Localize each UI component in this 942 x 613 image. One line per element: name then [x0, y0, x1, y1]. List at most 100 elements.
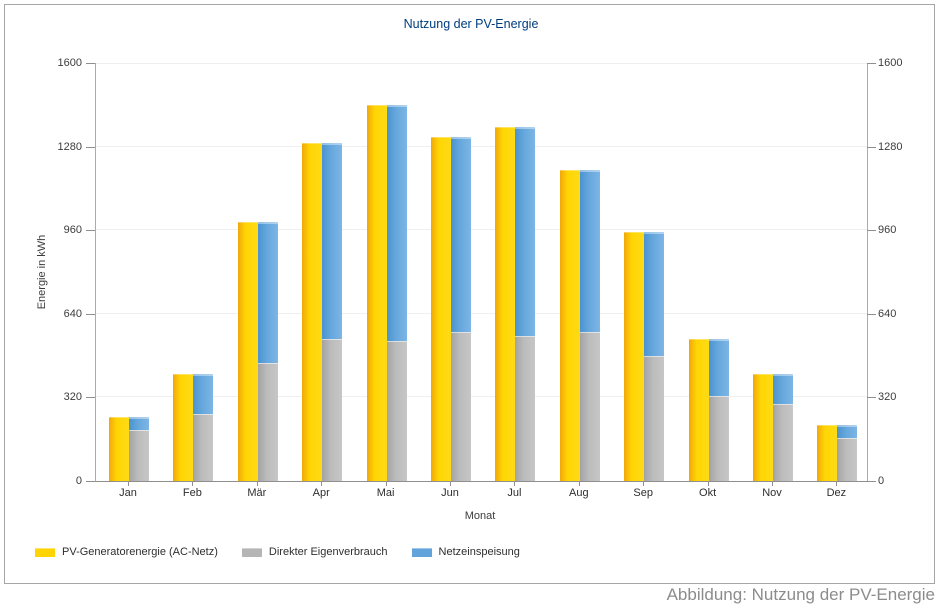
- y-tick-label-left: 320: [63, 391, 82, 404]
- x-tick-aug: [578, 482, 580, 486]
- x-tick-label-aug: Aug: [569, 487, 589, 499]
- bar-pv-generator-apr: [302, 142, 323, 481]
- bar-netzeinspeisung-okt: [708, 338, 729, 397]
- legend-label-2: Netzeinspeisung: [438, 546, 520, 558]
- bar-pv-generator-jan: [109, 417, 129, 481]
- bar-pv-generator-dez: [817, 424, 838, 481]
- bar-eigenverbrauch-feb: [193, 414, 214, 481]
- bar-netzeinspeisung-nov: [773, 373, 793, 404]
- gridline-640: [96, 312, 867, 314]
- y-tick-label-right: 960: [878, 224, 897, 237]
- x-tick-dez: [836, 482, 838, 486]
- legend-swatch-0: [35, 547, 55, 557]
- y-tick-right: [867, 230, 876, 232]
- bar-pv-generator-sep: [624, 231, 645, 481]
- bar-netzeinspeisung-dez: [837, 424, 858, 438]
- bar-netzeinspeisung-jul: [515, 127, 536, 337]
- bar-pv-generator-jun: [431, 137, 451, 481]
- bar-netzeinspeisung-sep: [644, 231, 665, 356]
- x-tick-label-sep: Sep: [633, 487, 653, 499]
- x-tick-label-jan: Jan: [119, 487, 137, 499]
- bar-eigenverbrauch-mär: [257, 363, 278, 481]
- x-tick-label-dez: Dez: [826, 487, 847, 499]
- y-tick-label-right: 1280: [878, 140, 903, 153]
- bar-netzeinspeisung-apr: [322, 142, 343, 339]
- bar-eigenverbrauch-mai: [386, 341, 407, 481]
- legend-label-1: Direkter Eigenverbrauch: [268, 546, 388, 558]
- y-tick-right: [867, 397, 876, 399]
- y-tick-label-left: 960: [63, 224, 82, 237]
- x-tick-jan: [128, 482, 129, 486]
- y-tick-left: [86, 146, 95, 148]
- legend-swatch-1: [241, 547, 262, 557]
- bar-pv-generator-aug: [559, 170, 580, 481]
- bar-netzeinspeisung-jun: [451, 137, 471, 333]
- y-tick-right: [867, 146, 876, 148]
- legend-item-2: Netzeinspeisung: [411, 546, 520, 558]
- legend: PV-Generatorenergie (AC-Netz) Direkter Ei…: [35, 546, 520, 558]
- legend-item-0: PV-Generatorenergie (AC-Netz): [35, 546, 218, 558]
- bar-eigenverbrauch-sep: [644, 355, 665, 481]
- bar-eigenverbrauch-nov: [773, 403, 793, 481]
- bar-eigenverbrauch-jul: [515, 336, 536, 481]
- gridline-960: [96, 229, 867, 231]
- bar-pv-generator-jul: [495, 127, 516, 481]
- x-tick-label-nov: Nov: [762, 487, 782, 499]
- y-tick-label-right: 320: [878, 391, 897, 404]
- y-tick-left: [86, 397, 95, 399]
- x-tick-label-apr: Apr: [312, 487, 330, 499]
- y-tick-label-right: 1600: [878, 57, 903, 69]
- bar-netzeinspeisung-feb: [193, 373, 214, 415]
- legend-label-0: PV-Generatorenergie (AC-Netz): [62, 546, 218, 558]
- y-tick-label-left: 1600: [57, 57, 82, 69]
- y-tick-left: [86, 63, 95, 64]
- bar-netzeinspeisung-mär: [257, 222, 278, 364]
- bar-eigenverbrauch-apr: [322, 338, 343, 481]
- bar-netzeinspeisung-mai: [386, 104, 407, 342]
- bar-pv-generator-okt: [688, 338, 709, 481]
- x-tick-mai: [385, 482, 387, 486]
- y-tick-label-right: 0: [878, 475, 885, 487]
- bar-eigenverbrauch-dez: [837, 437, 858, 481]
- x-tick-apr: [321, 482, 323, 486]
- bar-pv-generator-mär: [237, 222, 258, 481]
- y-tick-left: [86, 230, 95, 232]
- bar-eigenverbrauch-jun: [451, 332, 471, 481]
- x-tick-nov: [772, 482, 773, 486]
- y-tick-label-right: 640: [878, 307, 897, 320]
- y-tick-label-left: 1280: [57, 140, 82, 153]
- y-tick-right: [867, 481, 876, 482]
- chart-title: Nutzung der PV-Energie: [403, 17, 539, 31]
- x-tick-label-mai: Mai: [376, 487, 395, 499]
- legend-swatch-2: [411, 547, 432, 557]
- plot-area: [95, 63, 868, 482]
- y-axis-title: Energie in kWh: [36, 234, 48, 310]
- bar-netzeinspeisung-aug: [579, 170, 600, 333]
- gridline-1600: [96, 63, 867, 64]
- y-tick-left: [86, 481, 95, 482]
- bar-pv-generator-feb: [173, 373, 194, 481]
- figure-caption: Abbildung: Nutzung der PV-Energie: [666, 585, 935, 604]
- bar-pv-generator-mai: [366, 104, 387, 481]
- bar-eigenverbrauch-aug: [579, 332, 600, 481]
- y-tick-label-left: 640: [63, 307, 82, 320]
- x-tick-okt: [707, 482, 709, 486]
- x-tick-label-mär: Mär: [247, 487, 267, 499]
- x-tick-label-okt: Okt: [699, 487, 717, 499]
- x-tick-jul: [514, 482, 516, 486]
- x-tick-label-feb: Feb: [182, 487, 202, 499]
- x-tick-mär: [256, 482, 258, 486]
- x-tick-sep: [643, 482, 645, 486]
- bar-netzeinspeisung-jan: [129, 417, 149, 431]
- y-tick-left: [86, 313, 95, 315]
- legend-item-1: Direkter Eigenverbrauch: [241, 546, 388, 558]
- y-tick-right: [867, 63, 876, 64]
- bar-eigenverbrauch-okt: [708, 396, 729, 481]
- x-axis-title: Monat: [464, 510, 496, 522]
- gridline-1280: [96, 145, 867, 147]
- gridline-320: [96, 396, 867, 398]
- x-tick-feb: [192, 482, 194, 486]
- x-tick-jun: [450, 482, 451, 486]
- bar-pv-generator-nov: [753, 373, 773, 481]
